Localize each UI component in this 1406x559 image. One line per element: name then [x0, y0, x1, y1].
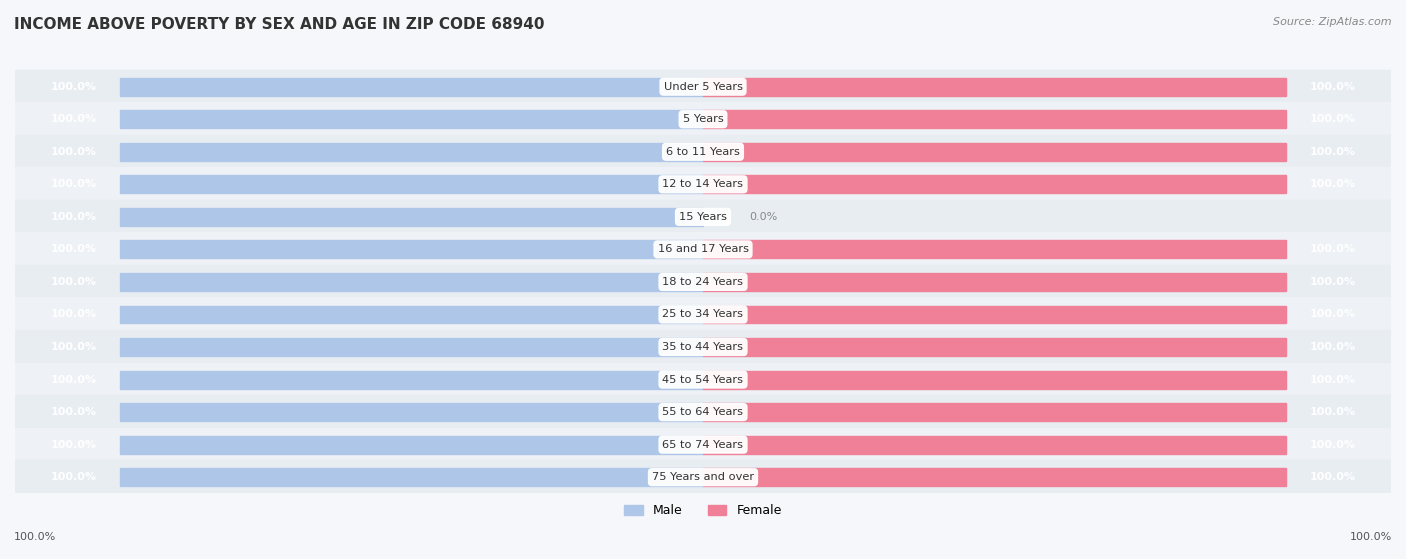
Bar [15, 102, 1391, 136]
Text: 100.0%: 100.0% [1310, 407, 1355, 417]
Bar [15, 167, 1391, 201]
Text: 65 to 74 Years: 65 to 74 Years [662, 439, 744, 449]
Text: 100.0%: 100.0% [51, 114, 96, 124]
Bar [15, 265, 1391, 299]
Legend: Male, Female: Male, Female [619, 499, 787, 522]
Text: 100.0%: 100.0% [51, 179, 96, 190]
Bar [703, 78, 1286, 96]
Text: 100.0%: 100.0% [1310, 439, 1355, 449]
Text: 100.0%: 100.0% [51, 407, 96, 417]
Text: 100.0%: 100.0% [1310, 342, 1355, 352]
Bar [15, 330, 1391, 364]
Text: 55 to 64 Years: 55 to 64 Years [662, 407, 744, 417]
Bar [15, 70, 1391, 103]
Bar [15, 428, 1391, 462]
Text: 100.0%: 100.0% [51, 375, 96, 385]
Text: INCOME ABOVE POVERTY BY SEX AND AGE IN ZIP CODE 68940: INCOME ABOVE POVERTY BY SEX AND AGE IN Z… [14, 17, 544, 32]
Text: 100.0%: 100.0% [51, 342, 96, 352]
Text: 100.0%: 100.0% [14, 532, 56, 542]
Text: 100.0%: 100.0% [1310, 179, 1355, 190]
Bar [120, 110, 703, 128]
Bar [703, 143, 1286, 160]
Text: 100.0%: 100.0% [51, 439, 96, 449]
Bar [703, 468, 1286, 486]
Bar [15, 363, 1391, 396]
Text: 100.0%: 100.0% [51, 310, 96, 320]
Text: 15 Years: 15 Years [679, 212, 727, 222]
Text: 25 to 34 Years: 25 to 34 Years [662, 310, 744, 320]
Bar [120, 208, 703, 226]
Text: Source: ZipAtlas.com: Source: ZipAtlas.com [1274, 17, 1392, 27]
Bar [703, 435, 1286, 453]
Bar [120, 468, 703, 486]
Text: 18 to 24 Years: 18 to 24 Years [662, 277, 744, 287]
Text: 100.0%: 100.0% [51, 244, 96, 254]
Text: 35 to 44 Years: 35 to 44 Years [662, 342, 744, 352]
Text: 45 to 54 Years: 45 to 54 Years [662, 375, 744, 385]
Bar [120, 273, 703, 291]
Text: 0.0%: 0.0% [749, 212, 778, 222]
Text: 75 Years and over: 75 Years and over [652, 472, 754, 482]
Bar [15, 200, 1391, 234]
Bar [703, 403, 1286, 421]
Bar [120, 306, 703, 324]
Text: 100.0%: 100.0% [1310, 310, 1355, 320]
Text: 12 to 14 Years: 12 to 14 Years [662, 179, 744, 190]
Bar [120, 78, 703, 96]
Text: 100.0%: 100.0% [1310, 375, 1355, 385]
Text: 100.0%: 100.0% [51, 147, 96, 157]
Text: 100.0%: 100.0% [1310, 147, 1355, 157]
Text: 100.0%: 100.0% [51, 277, 96, 287]
Bar [120, 338, 703, 356]
Bar [703, 273, 1286, 291]
Bar [703, 240, 1286, 258]
Text: 100.0%: 100.0% [51, 212, 96, 222]
Text: 16 and 17 Years: 16 and 17 Years [658, 244, 748, 254]
Text: 100.0%: 100.0% [1310, 244, 1355, 254]
Text: 100.0%: 100.0% [1310, 114, 1355, 124]
Bar [703, 110, 1286, 128]
Bar [15, 135, 1391, 169]
Text: 6 to 11 Years: 6 to 11 Years [666, 147, 740, 157]
Bar [15, 233, 1391, 267]
Bar [703, 371, 1286, 389]
Text: 5 Years: 5 Years [683, 114, 723, 124]
Bar [120, 143, 703, 160]
Bar [120, 371, 703, 389]
Text: 100.0%: 100.0% [1350, 532, 1392, 542]
Text: 100.0%: 100.0% [51, 472, 96, 482]
Bar [120, 240, 703, 258]
Bar [15, 395, 1391, 429]
Text: 100.0%: 100.0% [1310, 277, 1355, 287]
Text: 100.0%: 100.0% [1310, 82, 1355, 92]
Text: 100.0%: 100.0% [1310, 472, 1355, 482]
Bar [15, 460, 1391, 494]
Bar [703, 338, 1286, 356]
Bar [120, 176, 703, 193]
Text: Under 5 Years: Under 5 Years [664, 82, 742, 92]
Bar [703, 176, 1286, 193]
Bar [120, 403, 703, 421]
Text: 100.0%: 100.0% [51, 82, 96, 92]
Bar [120, 435, 703, 453]
Bar [15, 297, 1391, 331]
Bar [703, 306, 1286, 324]
